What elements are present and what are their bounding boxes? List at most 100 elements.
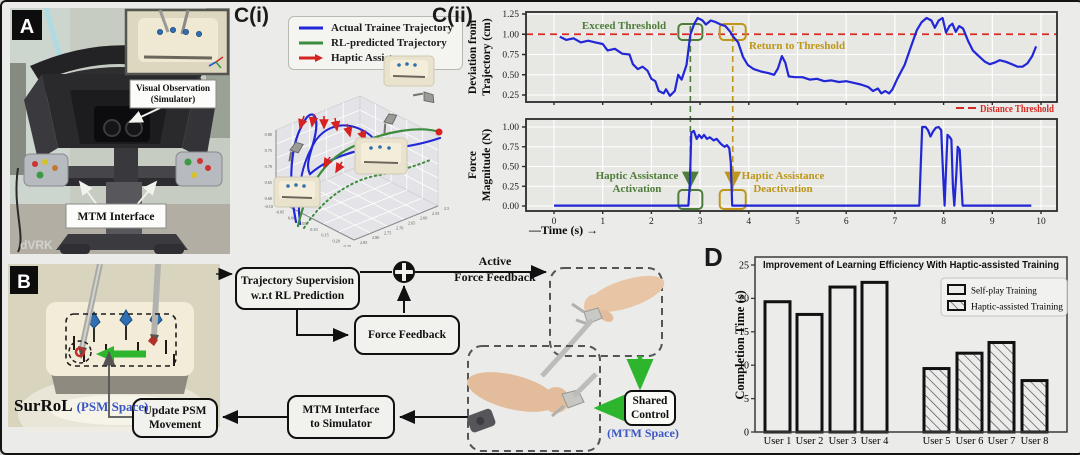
label-text: Force Feedback	[454, 269, 536, 284]
svg-text:User 7: User 7	[988, 436, 1016, 447]
haptic-assistance-arrow	[330, 117, 341, 132]
force-curve	[554, 125, 1032, 207]
svg-text:0.10: 0.10	[310, 227, 317, 232]
box-text: to Simulator	[310, 418, 372, 430]
mini-instrument	[158, 9, 170, 33]
svg-text:-0.05: -0.05	[275, 210, 284, 215]
mini-instrument	[180, 9, 190, 35]
svg-text:0.25: 0.25	[502, 91, 519, 101]
deviation-ylabel-1: Deviation from	[467, 19, 479, 94]
svg-text:Haptic-assisted Training: Haptic-assisted Training	[971, 302, 1064, 312]
svg-text:0.15: 0.15	[321, 233, 328, 238]
svg-text:1.00: 1.00	[502, 30, 519, 40]
svg-text:1: 1	[600, 217, 605, 227]
red-arrow-swatch	[299, 54, 323, 62]
active-force-feedback-label: Active Force Feedback	[446, 254, 544, 285]
box-text: Update PSM	[143, 404, 207, 417]
svg-text:2.60: 2.60	[420, 216, 427, 221]
rgb-axes-icon	[208, 56, 224, 69]
mtm-interface-callout: MTM Interface	[65, 180, 167, 229]
label-text: Active	[478, 254, 512, 268]
svg-text:10: 10	[739, 361, 749, 372]
svg-text:6: 6	[844, 217, 849, 227]
box-text: Movement	[148, 419, 202, 431]
panel-c2-time-series: 0.25 0.50 0.75 1.00 1.25 0.00 0.25 0.50 0.75 1.00…	[467, 10, 1058, 237]
activation-annotation-2: Activation	[613, 183, 662, 195]
psm-space-label: (PSM Space)	[76, 399, 149, 414]
time-axis-label: —Time (s) →	[528, 223, 598, 237]
visual-observation-label-1: Visual Observation	[136, 83, 210, 93]
panel-a-dvrk-photo: Visual Observation (Simulator) MTM Inter…	[10, 8, 230, 254]
panel-c1-3d-trajectory-plot: 0.80 0.75 0.70 0.65 0.60 -0.10-0.05 0.00 0.05 0.…	[264, 55, 449, 247]
sim-thumbnail-front	[273, 176, 321, 208]
svg-text:2: 2	[649, 217, 654, 227]
surrol-caption: SurRoL (PSM Space)	[14, 396, 148, 416]
svg-text:2.75: 2.75	[384, 230, 391, 235]
mtm-gripper	[561, 389, 585, 409]
force-ylabel-1: Force	[467, 151, 479, 179]
svg-text:User 3: User 3	[829, 436, 857, 447]
panel-b-badge: B	[10, 266, 38, 294]
mtm-arm-rod	[540, 352, 564, 378]
svg-text:0.60: 0.60	[265, 196, 272, 201]
haptic-assistance-arrow	[323, 156, 333, 169]
haptic-assistance-arrow	[343, 123, 353, 138]
bar-user-7	[987, 340, 1016, 434]
bar-chart-title: Improvement of Learning Efficiency With …	[763, 259, 1059, 271]
c2-annotations: Exceed Threshold Return to Threshold Dis…	[467, 18, 1054, 237]
svg-text:0.25: 0.25	[344, 244, 351, 247]
bar-user-4	[860, 280, 889, 434]
svg-text:User 6: User 6	[956, 436, 984, 447]
svg-text:0.00: 0.00	[502, 202, 519, 212]
return-threshold-annotation: Return to Threshold	[749, 40, 845, 52]
deactivation-annotation-1: Haptic Assistance	[742, 170, 825, 182]
svg-text:0.50: 0.50	[502, 71, 519, 81]
svg-text:User 5: User 5	[923, 436, 951, 447]
svg-text:0.50: 0.50	[502, 163, 519, 173]
svg-text:0.00: 0.00	[288, 215, 295, 220]
arrow-trajectory-to-force-feedback	[296, 310, 349, 342]
panel-d-title: D	[704, 242, 723, 272]
trajectory-supervision-box: Trajectory Supervision w.r.t RL Predicti…	[235, 267, 360, 310]
svg-text:0.75: 0.75	[502, 143, 519, 153]
gripper-icon	[383, 113, 398, 134]
bar-user-8	[1020, 379, 1049, 434]
bar-user-5	[922, 367, 951, 434]
sim-thumbnail-mid	[354, 137, 408, 175]
legend-item-rl-trajectory: RL-predicted Trajectory	[298, 37, 453, 49]
summation-node	[393, 261, 415, 283]
simulator-inset	[124, 8, 230, 76]
svg-text:0.20: 0.20	[333, 238, 340, 243]
force-ylabel-2: Magnitude (N)	[481, 129, 493, 202]
legend-label: Actual Trainee Trajectory	[331, 22, 453, 34]
svg-text:User 4: User 4	[861, 436, 889, 447]
trajectory-end-marker	[435, 128, 443, 136]
svg-text:User 2: User 2	[796, 436, 824, 447]
gripper-icon	[412, 91, 435, 104]
svg-text:Self-play Training: Self-play Training	[971, 286, 1037, 296]
svg-text:0: 0	[552, 217, 557, 227]
svg-text:0.05: 0.05	[299, 221, 306, 226]
box-text: Trajectory Supervision	[240, 275, 355, 288]
deviation-curve	[559, 16, 1038, 97]
visual-observation-label-2: (Simulator)	[151, 94, 196, 104]
bar-user-3	[828, 285, 857, 434]
red-target-marker	[148, 336, 158, 346]
mtm-gripper	[583, 307, 603, 325]
rl-predicted-waypoints	[303, 159, 431, 229]
box-text: w.r.t RL Prediction	[250, 289, 345, 302]
panel-d-bar-chart: 0 5 10 15 20 25 User 1 User 2 User 3 User 4 User 5…	[735, 256, 1068, 447]
svg-text:2.55: 2.55	[432, 211, 439, 216]
stereo-eyepiece-right	[125, 119, 143, 137]
svg-text:2.50: 2.50	[444, 206, 449, 211]
haptic-assistance-arrow	[308, 113, 319, 128]
box-text: Shared	[632, 394, 668, 407]
svg-text:0.80: 0.80	[265, 132, 272, 137]
sim-thumbnail-top-right	[383, 55, 435, 87]
panel-a-letter: A	[20, 16, 34, 38]
box-text: Control	[630, 409, 670, 421]
bar-chart-legend: Self-play Training Haptic-assisted Traini…	[940, 277, 1068, 317]
dashed-tip-highlight	[68, 340, 92, 364]
svg-text:2.65: 2.65	[408, 221, 415, 226]
